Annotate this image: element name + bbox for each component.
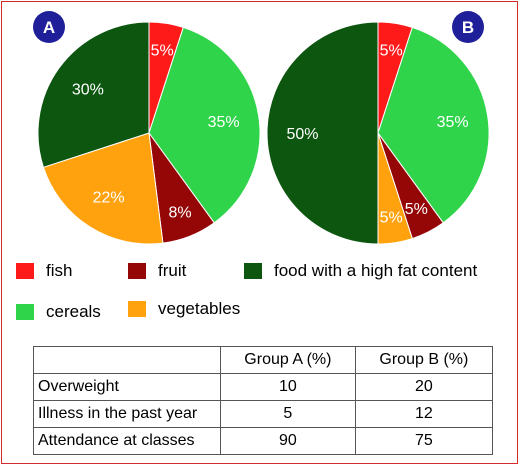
table-row-label: Illness in the past year xyxy=(33,400,221,428)
pie-slice-vegetables xyxy=(42,132,164,245)
table-cell: 75 xyxy=(354,427,494,455)
table-header-cell: Group B (%) xyxy=(354,346,494,374)
table-row: Illness in the past year 5 12 xyxy=(33,400,494,428)
data-label-cereals: 35% xyxy=(208,114,240,131)
table-header-row: Group A (%) Group B (%) xyxy=(33,346,494,374)
pie-slice-food-with-a-high-fat-content xyxy=(37,21,150,168)
table-header-cell xyxy=(33,346,221,374)
table-row: Overweight 10 20 xyxy=(33,373,494,401)
pie-slice-cereals xyxy=(148,26,261,224)
table-cell: 5 xyxy=(220,400,356,428)
table-cell: 90 xyxy=(220,427,356,455)
data-label-fruit: 5% xyxy=(405,201,428,218)
data-table: Group A (%) Group B (%) Overweight 10 20… xyxy=(33,346,494,455)
table-row: Attendance at classes 90 75 xyxy=(33,427,494,455)
panel-label-b: B xyxy=(462,18,474,37)
data-label-fruit: 8% xyxy=(169,204,192,221)
table-header-cell: Group A (%) xyxy=(220,346,356,374)
table-cell: 20 xyxy=(354,373,494,401)
data-label-fish: 5% xyxy=(151,43,174,60)
panel-badge-b xyxy=(452,11,484,43)
panel-label-a: A xyxy=(43,18,55,37)
table-cell: 12 xyxy=(354,400,494,428)
data-label-food-with-a-high-fat-content: 30% xyxy=(72,82,104,99)
pie-charts: 5%35%8%22%30%A5%35%5%5%50%B xyxy=(33,11,490,245)
pie-chart-a: 5% 35% 8% 22% 30% xyxy=(37,21,261,245)
pie-chart-b: 5%35%5%5%50% xyxy=(266,21,490,245)
data-label-vegetables: 5% xyxy=(380,209,403,226)
pie-slice-food-with-a-high-fat-content xyxy=(266,21,379,245)
table-row-label: Attendance at classes xyxy=(33,427,221,455)
pie-slice-cereals xyxy=(377,26,490,224)
panel-badge-a xyxy=(33,11,65,43)
data-label-cereals: 35% xyxy=(437,114,469,131)
data-label-food-with-a-high-fat-content: 50% xyxy=(286,126,318,143)
table-cell: 10 xyxy=(220,373,356,401)
table-row-label: Overweight xyxy=(33,373,221,401)
data-label-vegetables: 22% xyxy=(93,190,125,207)
data-label-fish: 5% xyxy=(380,43,403,60)
